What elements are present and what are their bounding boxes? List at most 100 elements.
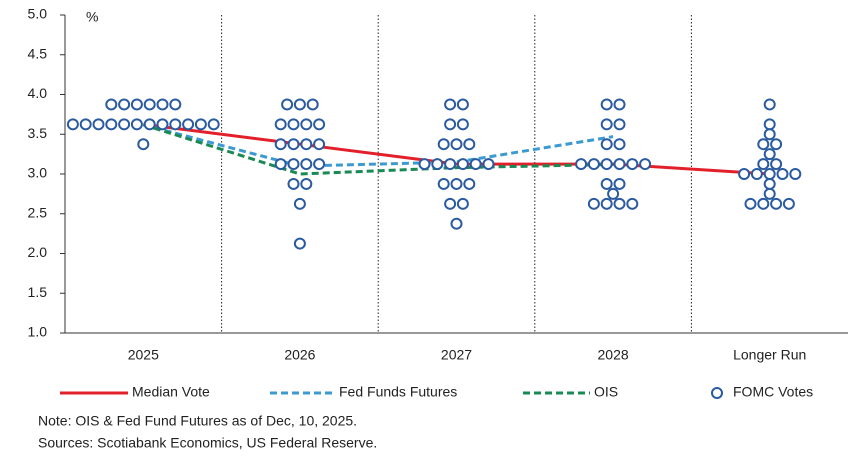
vote-dot: [763, 118, 776, 131]
vote-dot: [156, 118, 169, 131]
y-tick-label: 1.5: [28, 284, 48, 300]
vote-dot: [763, 187, 776, 200]
y-tick-label: 1.0: [28, 324, 48, 340]
vote-dot: [613, 197, 626, 210]
vote-dot: [757, 138, 770, 151]
vote-dot: [782, 197, 795, 210]
line-series: [142, 123, 614, 176]
legend-label: OIS: [594, 384, 618, 400]
vote-dot: [600, 98, 613, 111]
vote-dot: [626, 158, 639, 171]
x-tick-label: Longer Run: [733, 347, 806, 363]
vote-dot: [274, 118, 287, 131]
vote-dot: [600, 177, 613, 190]
y-tick-label: 4.5: [28, 45, 48, 61]
vote-dot: [444, 118, 457, 131]
vote-dot: [137, 138, 150, 151]
vote-dot: [463, 138, 476, 151]
vote-dot: [130, 98, 143, 111]
vote-dot: [143, 118, 156, 131]
vote-dot: [437, 138, 450, 151]
x-tick-label: 2028: [598, 347, 629, 363]
vote-dot: [744, 197, 757, 210]
legend-swatch: [711, 387, 723, 399]
vote-dot: [600, 197, 613, 210]
y-tick-label: 2.5: [28, 204, 48, 220]
vote-dot: [456, 197, 469, 210]
vote-dot: [118, 98, 131, 111]
vote-dot: [600, 138, 613, 151]
vote-dot: [306, 98, 319, 111]
vote-dot: [763, 98, 776, 111]
vote-dot: [418, 158, 431, 171]
vote-dot: [79, 118, 92, 131]
vote-dot: [770, 138, 783, 151]
vote-dot: [450, 138, 463, 151]
vote-dot: [207, 118, 220, 131]
vote-dot: [287, 177, 300, 190]
y-tick-label: 3.5: [28, 125, 48, 141]
x-tick-label: 2027: [441, 347, 472, 363]
vote-dot: [613, 177, 626, 190]
vote-dot: [469, 158, 482, 171]
vote-dot: [66, 118, 79, 131]
vote-dot: [613, 138, 626, 151]
y-tick-label: 5.0: [28, 6, 48, 22]
vote-dot: [757, 158, 770, 171]
vote-dot: [293, 237, 306, 250]
vote-dot: [575, 158, 588, 171]
line-series: [143, 122, 770, 176]
vote-dot: [313, 138, 326, 151]
vote-dot: [600, 158, 613, 171]
vote-dot: [437, 177, 450, 190]
vote-dot: [587, 158, 600, 171]
vote-dot: [300, 177, 313, 190]
vote-dot: [444, 158, 457, 171]
vote-dot: [313, 118, 326, 131]
vote-dot: [105, 98, 118, 111]
vote-dot: [456, 118, 469, 131]
vote-dot: [169, 118, 182, 131]
line-series: [142, 123, 614, 168]
x-tick-label: 2026: [284, 347, 315, 363]
vote-dot: [757, 197, 770, 210]
note: Sources: Scotiabank Economics, US Federa…: [38, 435, 377, 451]
vote-dot: [274, 138, 287, 151]
legend-label: Median Vote: [132, 384, 210, 400]
y-tick-label: 2.0: [28, 244, 48, 260]
vote-dot: [789, 168, 802, 180]
vote-dot: [613, 98, 626, 111]
vote-dot: [639, 158, 652, 171]
vote-dot: [156, 98, 169, 111]
vote-dot: [600, 118, 613, 131]
vote-dot: [482, 158, 495, 171]
vote-dot: [607, 187, 620, 200]
vote-dot: [300, 138, 313, 151]
vote-dot: [293, 98, 306, 111]
legend-label: FOMC Votes: [733, 384, 813, 400]
vote-dot: [444, 98, 457, 111]
y-unit: %: [86, 9, 98, 25]
vote-dot: [143, 98, 156, 111]
vote-dot: [456, 98, 469, 111]
vote-dot: [738, 168, 751, 180]
vote-dot: [463, 177, 476, 190]
vote-dot: [130, 118, 143, 131]
vote-dot: [431, 158, 444, 171]
vote-dot: [313, 158, 326, 171]
vote-dot: [587, 197, 600, 210]
vote-dot: [770, 158, 783, 171]
vote-dot: [92, 118, 105, 131]
note: Note: OIS & Fed Fund Futures as of Dec, …: [38, 413, 357, 429]
vote-dot: [287, 158, 300, 171]
vote-dot: [287, 118, 300, 131]
vote-dot: [450, 217, 463, 230]
vote-dot: [770, 197, 783, 210]
vote-dot: [293, 197, 306, 210]
vote-dot: [626, 197, 639, 210]
legend-label: Fed Funds Futures: [339, 384, 457, 400]
vote-dot: [763, 148, 776, 161]
y-tick-label: 3.0: [28, 165, 48, 181]
x-tick-label: 2025: [128, 347, 159, 363]
